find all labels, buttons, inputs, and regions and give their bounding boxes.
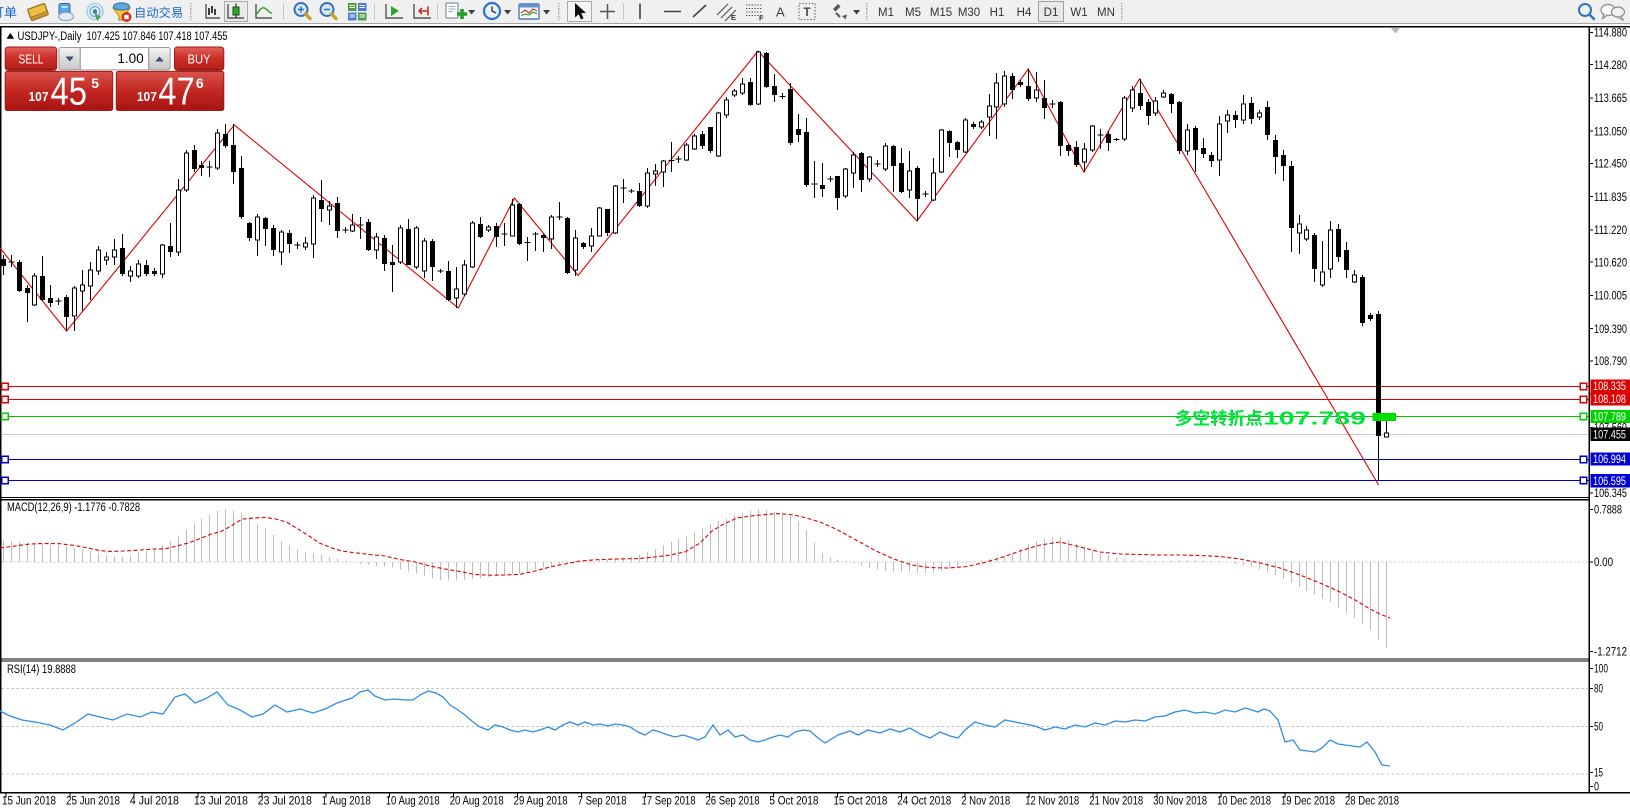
svg-text:114.880: 114.880	[1594, 28, 1627, 40]
svg-text:F: F	[759, 14, 764, 23]
svg-text:12 Nov 2018: 12 Nov 2018	[1025, 796, 1079, 808]
svg-text:15 Oct 2018: 15 Oct 2018	[833, 796, 887, 808]
svg-text:24 Oct 2018: 24 Oct 2018	[897, 796, 951, 808]
svg-text:M1: M1	[878, 7, 894, 19]
svg-text:50: 50	[1594, 722, 1603, 734]
svg-text:23 Jul 2018: 23 Jul 2018	[258, 796, 312, 808]
svg-text:108.108: 108.108	[1593, 394, 1626, 406]
svg-text:W1: W1	[1070, 7, 1087, 19]
svg-text:108.335: 108.335	[1593, 381, 1626, 393]
svg-text:0.00: 0.00	[1594, 557, 1613, 569]
svg-text:1 Aug 2018: 1 Aug 2018	[322, 796, 371, 808]
svg-text:H4: H4	[1017, 7, 1032, 19]
svg-text:109.390: 109.390	[1594, 324, 1627, 336]
svg-text:107.789: 107.789	[1263, 409, 1366, 429]
svg-text:6: 6	[196, 75, 204, 91]
svg-text:M15: M15	[930, 7, 952, 19]
svg-text:21 Nov 2018: 21 Nov 2018	[1089, 796, 1143, 808]
svg-text:107: 107	[29, 90, 49, 104]
svg-text:111.835: 111.835	[1594, 192, 1627, 204]
svg-text:106.345: 106.345	[1594, 488, 1627, 500]
svg-text:107.455: 107.455	[1593, 430, 1626, 442]
svg-text:2 Nov 2018: 2 Nov 2018	[961, 796, 1010, 808]
svg-text:E: E	[731, 13, 736, 22]
svg-text:MACD(12,26,9) -1.1776 -0.7828: MACD(12,26,9) -1.1776 -0.7828	[7, 502, 140, 514]
svg-text:0: 0	[1594, 782, 1599, 794]
svg-text:10 Aug 2018: 10 Aug 2018	[386, 796, 440, 808]
svg-text:108.790: 108.790	[1594, 356, 1627, 368]
svg-text:106.595: 106.595	[1593, 476, 1626, 488]
svg-text:45: 45	[51, 71, 88, 114]
svg-text:111.220: 111.220	[1594, 225, 1627, 237]
svg-text:47: 47	[158, 71, 195, 114]
svg-text:30 Nov 2018: 30 Nov 2018	[1153, 796, 1207, 808]
svg-text:26 Sep 2018: 26 Sep 2018	[706, 796, 760, 808]
svg-text:112.450: 112.450	[1594, 159, 1627, 171]
svg-text:17 Sep 2018: 17 Sep 2018	[642, 796, 696, 808]
svg-text:100: 100	[1594, 664, 1608, 676]
svg-text:19 Dec 2018: 19 Dec 2018	[1281, 796, 1335, 808]
svg-text:H1: H1	[990, 7, 1005, 19]
svg-text:SELL: SELL	[19, 53, 44, 67]
svg-text:5: 5	[91, 75, 99, 91]
svg-text:M5: M5	[905, 7, 921, 19]
svg-text:T: T	[804, 7, 811, 19]
svg-text:113.050: 113.050	[1594, 126, 1627, 138]
svg-text:5 Oct 2018: 5 Oct 2018	[769, 796, 818, 808]
svg-text:D1: D1	[1044, 7, 1059, 19]
svg-text:7 Sep 2018: 7 Sep 2018	[578, 796, 627, 808]
svg-text:-1.2712: -1.2712	[1594, 647, 1627, 659]
svg-text:MN: MN	[1097, 7, 1115, 19]
svg-text:15: 15	[1594, 768, 1603, 780]
svg-text:15 Jun 2018: 15 Jun 2018	[2, 796, 56, 808]
svg-text:107.425 107.846 107.418 107.45: 107.425 107.846 107.418 107.455	[87, 31, 228, 43]
svg-text:RSI(14) 19.8888: RSI(14) 19.8888	[7, 664, 76, 676]
svg-text:107: 107	[137, 90, 157, 104]
svg-text:BUY: BUY	[188, 53, 212, 67]
svg-text:13 Jul 2018: 13 Jul 2018	[194, 796, 248, 808]
svg-text:110.005: 110.005	[1594, 291, 1627, 303]
svg-text:M30: M30	[958, 7, 980, 19]
svg-text:28 Dec 2018: 28 Dec 2018	[1345, 796, 1399, 808]
svg-text:20 Aug 2018: 20 Aug 2018	[450, 796, 504, 808]
svg-text:1.00: 1.00	[117, 51, 143, 66]
svg-text:25 Jun 2018: 25 Jun 2018	[66, 796, 120, 808]
svg-text:106.994: 106.994	[1593, 454, 1626, 466]
svg-text:80: 80	[1594, 684, 1603, 696]
svg-text:113.665: 113.665	[1594, 93, 1627, 105]
svg-text:107.789: 107.789	[1593, 412, 1626, 424]
svg-text:114.280: 114.280	[1594, 60, 1627, 72]
svg-text:USDJPY-,Daily: USDJPY-,Daily	[18, 31, 82, 43]
svg-text:29 Aug 2018: 29 Aug 2018	[514, 796, 568, 808]
svg-text:4 Jul 2018: 4 Jul 2018	[130, 796, 179, 808]
svg-text:10 Dec 2018: 10 Dec 2018	[1217, 796, 1271, 808]
svg-text:A: A	[776, 5, 785, 20]
svg-text:110.620: 110.620	[1594, 257, 1627, 269]
svg-text:0.7888: 0.7888	[1594, 505, 1622, 517]
